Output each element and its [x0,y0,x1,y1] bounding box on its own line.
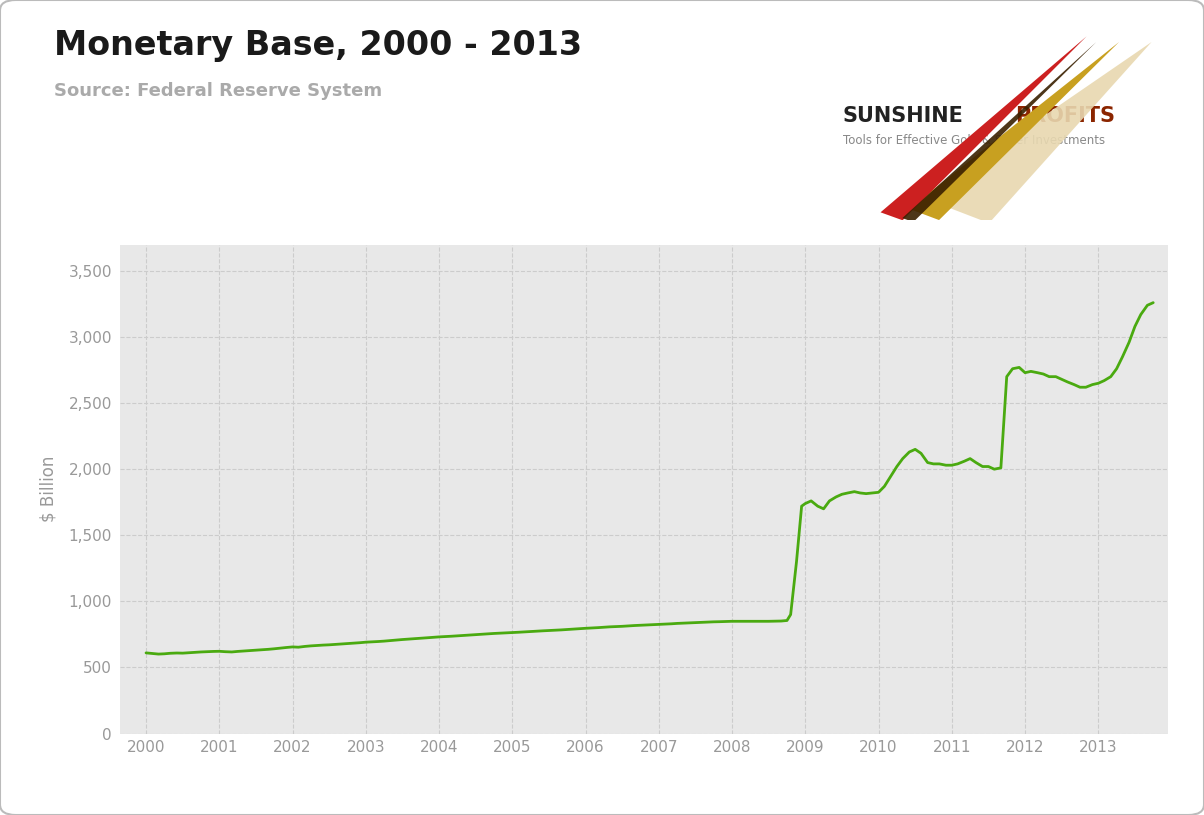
Text: SUNSHINE: SUNSHINE [843,106,963,126]
Text: Tools for Effective Gold & Silver Investments: Tools for Effective Gold & Silver Invest… [843,134,1105,148]
Text: PROFITS: PROFITS [1015,106,1115,126]
Y-axis label: $ Billion: $ Billion [40,456,58,522]
Polygon shape [902,42,1097,222]
Polygon shape [880,37,1086,220]
Text: Source: Federal Reserve System: Source: Federal Reserve System [54,82,383,99]
Polygon shape [909,42,1120,220]
Text: Monetary Base, 2000 - 2013: Monetary Base, 2000 - 2013 [54,29,583,61]
Polygon shape [925,42,1151,223]
